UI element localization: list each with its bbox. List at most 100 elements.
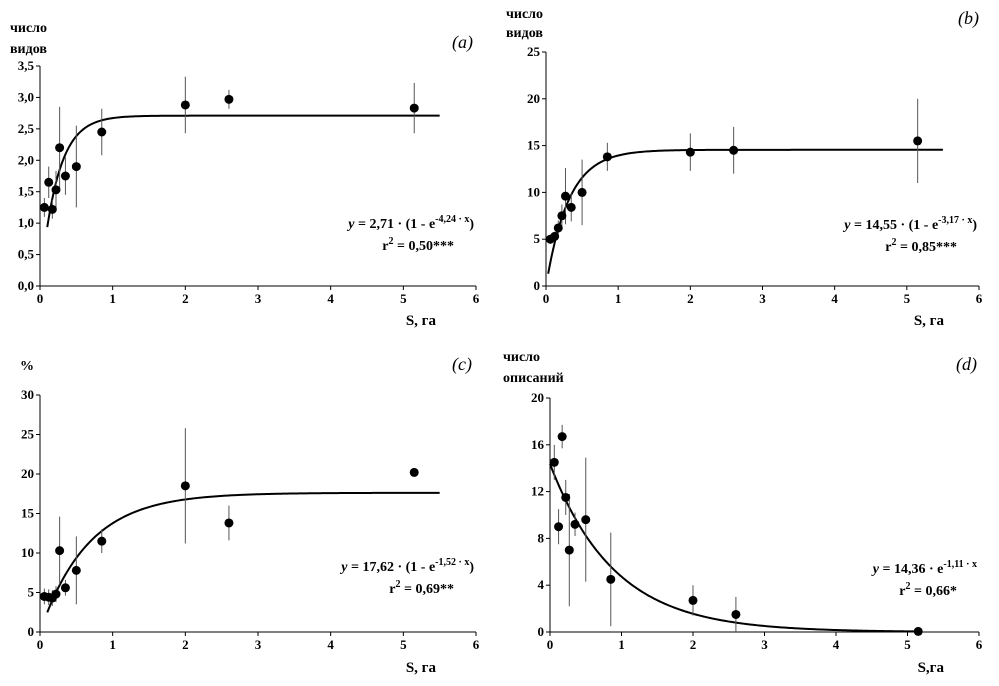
data-point [224, 94, 234, 104]
y-tick-label: 10 [21, 545, 34, 560]
y-axis-label: видов [506, 26, 543, 41]
fit-equation: y = 14,55 · (1 - e-3,17 · x) [842, 215, 977, 233]
data-point [913, 136, 923, 146]
y-axis-label: описаний [503, 371, 564, 386]
x-tick-label: 3 [255, 637, 262, 652]
x-tick-label: 2 [182, 637, 189, 652]
data-point [47, 204, 57, 214]
x-axis-label: S,га [918, 660, 945, 676]
y-tick-label: 0 [28, 624, 35, 639]
y-tick-label: 16 [531, 437, 545, 452]
data-point [606, 574, 616, 584]
x-tick-label: 0 [543, 291, 550, 306]
y-tick-label: 4 [538, 577, 545, 592]
y-tick-label: 0 [538, 624, 545, 639]
x-tick-label: 4 [833, 637, 840, 652]
y-tick-label: 10 [527, 184, 540, 199]
data-point [553, 223, 563, 233]
data-point [570, 519, 580, 529]
data-point [557, 432, 567, 442]
data-point [602, 152, 612, 162]
y-axis-label: число [10, 21, 47, 36]
data-point [409, 103, 419, 113]
x-tick-label: 1 [615, 291, 622, 306]
y-axis-label: % [20, 359, 34, 374]
fit-equation: y = 2,71 · (1 - e-4,24 · x) [346, 214, 474, 232]
y-tick-label: 0,0 [18, 278, 34, 293]
x-tick-label: 2 [182, 291, 189, 306]
x-tick-label: 2 [687, 291, 694, 306]
data-point [39, 202, 49, 212]
y-axis-label: число [506, 7, 543, 22]
y-tick-label: 8 [538, 530, 545, 545]
y-tick-label: 20 [527, 91, 540, 106]
data-point [60, 171, 70, 181]
x-tick-label: 0 [547, 637, 554, 652]
data-point [44, 177, 54, 187]
y-tick-label: 25 [21, 427, 35, 442]
y-tick-label: 12 [531, 484, 544, 499]
y-axis-label: видов [10, 42, 47, 57]
data-point [731, 609, 741, 619]
y-axis-label: число [503, 350, 540, 365]
data-point [554, 522, 564, 532]
y-tick-label: 30 [21, 387, 34, 402]
y-tick-label: 25 [527, 44, 541, 59]
data-point [180, 100, 190, 110]
panel-label: (a) [452, 32, 473, 53]
y-tick-label: 3,0 [18, 89, 34, 104]
x-tick-label: 2 [690, 637, 697, 652]
x-tick-label: 3 [761, 637, 768, 652]
r-squared: r2 = 0,66* [899, 581, 957, 599]
y-tick-label: 15 [527, 138, 541, 153]
y-tick-label: 5 [534, 231, 541, 246]
y-tick-label: 5 [28, 585, 35, 600]
data-point [561, 492, 571, 502]
y-tick-label: 3,5 [18, 58, 35, 73]
y-tick-label: 20 [531, 390, 544, 405]
x-tick-label: 6 [976, 291, 983, 306]
data-point [729, 145, 739, 155]
panel-label: (b) [958, 8, 979, 29]
data-point [557, 211, 567, 221]
fit-curve [46, 114, 440, 228]
y-tick-label: 1,0 [18, 215, 34, 230]
data-point [581, 515, 591, 525]
y-tick-label: 15 [21, 506, 35, 521]
x-tick-label: 6 [473, 291, 480, 306]
y-tick-label: 2,5 [18, 121, 35, 136]
x-tick-label: 3 [759, 291, 766, 306]
panel-label: (d) [956, 354, 977, 375]
chart-panel: 0 5 10 15 20 25 30 0 1 2 3 4 5 6% (c) S, га y = 17,62 · … [20, 354, 480, 676]
r-squared: r2 = 0,69** [389, 579, 454, 597]
x-tick-label: 1 [618, 637, 625, 652]
x-tick-label: 6 [976, 637, 983, 652]
x-axis-label: S, га [406, 660, 437, 676]
x-tick-label: 4 [831, 291, 838, 306]
x-tick-label: 1 [109, 291, 116, 306]
data-point [566, 202, 576, 212]
x-tick-label: 1 [109, 637, 116, 652]
data-point [71, 565, 81, 575]
chart-panel: 0,0 0,5 1,0 1,5 2,0 2,5 3,0 3,5 0 1 2 3 4 5 6 число видо… [10, 21, 480, 329]
y-tick-label: 1,5 [18, 184, 35, 199]
x-tick-label: 5 [904, 291, 911, 306]
x-tick-label: 5 [400, 291, 407, 306]
x-tick-label: 0 [37, 637, 44, 652]
fit-equation: y = 14,36 · e-1,11 · x [871, 559, 977, 577]
data-point [180, 481, 190, 491]
y-tick-label: 0,5 [18, 247, 35, 262]
data-point [51, 589, 61, 599]
data-point [97, 536, 107, 546]
x-tick-label: 5 [904, 637, 911, 652]
chart-panel: 0 5 10 15 20 25 0 1 2 3 4 5 6 число видов (b) S, га y = 1… [506, 7, 983, 329]
fit-curve [46, 491, 440, 613]
x-tick-label: 5 [400, 637, 407, 652]
x-tick-label: 4 [327, 637, 334, 652]
data-point [577, 187, 587, 197]
x-tick-label: 3 [255, 291, 262, 306]
fit-equation: y = 17,62 · (1 - e-1,52 · x) [339, 557, 474, 575]
data-point [685, 147, 695, 157]
